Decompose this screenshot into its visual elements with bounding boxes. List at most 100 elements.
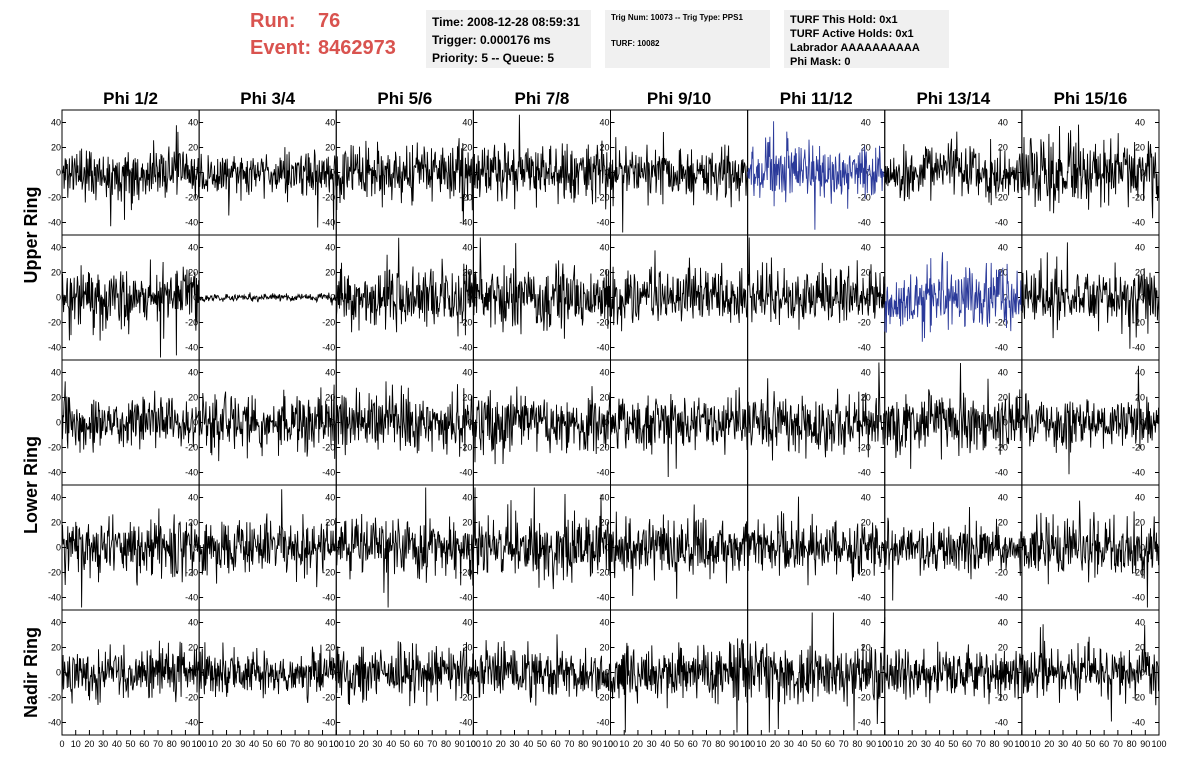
y-tick-label: 40 <box>599 243 609 253</box>
y-tick-label: 20 <box>1135 268 1145 278</box>
column-header: Phi 11/12 <box>780 89 853 108</box>
x-tick-label: 60 <box>414 739 424 749</box>
y-tick-label: -20 <box>858 568 871 578</box>
x-tick-label: 30 <box>372 739 382 749</box>
x-tick-label: 70 <box>1113 739 1123 749</box>
y-tick-label: -20 <box>185 443 198 453</box>
x-tick-label: 30 <box>1058 739 1068 749</box>
x-tick-label: 0 <box>1019 739 1024 749</box>
run-row: Run: 76 <box>250 8 420 35</box>
y-tick-label: -40 <box>48 218 61 228</box>
y-tick-label: 40 <box>998 243 1008 253</box>
y-tick-label: -20 <box>596 568 609 578</box>
y-tick-label: -20 <box>459 318 472 328</box>
x-tick-label: 70 <box>976 739 986 749</box>
y-tick-label: 0 <box>330 668 335 678</box>
y-tick-label: -20 <box>858 193 871 203</box>
y-tick-label: -20 <box>48 318 61 328</box>
x-tick-label: 0 <box>334 739 339 749</box>
x-tick-label: 100 <box>1014 739 1029 749</box>
y-tick-label: -20 <box>1132 443 1145 453</box>
y-tick-label: -40 <box>185 218 198 228</box>
waveform-trace <box>1021 500 1160 608</box>
x-tick-label: 70 <box>701 739 711 749</box>
y-tick-label: -20 <box>596 193 609 203</box>
waveform-trace <box>610 131 749 233</box>
y-tick-label: 40 <box>998 118 1008 128</box>
waveform-trace <box>747 612 886 733</box>
x-tick-label: 90 <box>729 739 739 749</box>
y-tick-label: -20 <box>1132 193 1145 203</box>
y-tick-label: 40 <box>51 118 61 128</box>
x-tick-label: 0 <box>608 739 613 749</box>
y-tick-label: 0 <box>866 418 871 428</box>
x-tick-label: 60 <box>688 739 698 749</box>
x-tick-label: 30 <box>510 739 520 749</box>
y-tick-label: -20 <box>995 193 1008 203</box>
y-tick-label: -20 <box>1132 318 1145 328</box>
waveform-trace <box>610 504 749 599</box>
y-tick-label: -40 <box>596 343 609 353</box>
y-tick-label: 20 <box>998 643 1008 653</box>
waveform-trace <box>472 386 611 465</box>
y-tick-label: 40 <box>188 243 198 253</box>
turf-this-hold: TURF This Hold: 0x1 <box>790 14 898 26</box>
y-tick-label: 0 <box>56 168 61 178</box>
y-tick-label: -40 <box>1132 468 1145 478</box>
y-tick-label: 0 <box>56 668 61 678</box>
y-tick-label: -40 <box>995 218 1008 228</box>
x-tick-label: 100 <box>1151 739 1166 749</box>
y-tick-label: 20 <box>325 393 335 403</box>
y-tick-label: -40 <box>858 468 871 478</box>
row-group-label: Upper Ring <box>21 187 41 284</box>
x-tick-label: 60 <box>276 739 286 749</box>
column-header: Phi 5/6 <box>377 89 432 108</box>
x-tick-label: 20 <box>359 739 369 749</box>
waveform-trace <box>198 147 337 230</box>
y-tick-label: 20 <box>188 643 198 653</box>
event-row: Event: 8462973 <box>250 35 420 62</box>
y-tick-label: 0 <box>1140 668 1145 678</box>
y-tick-label: -40 <box>995 343 1008 353</box>
y-tick-label: -20 <box>459 193 472 203</box>
x-tick-label: 40 <box>249 739 259 749</box>
y-tick-label: 0 <box>193 543 198 553</box>
x-tick-label: 100 <box>740 739 755 749</box>
y-tick-label: -40 <box>995 593 1008 603</box>
x-tick-label: 80 <box>1127 739 1137 749</box>
y-tick-label: 20 <box>51 393 61 403</box>
waveform-trace <box>884 641 1023 705</box>
y-tick-label: 0 <box>56 543 61 553</box>
y-tick-label: 0 <box>467 418 472 428</box>
waveform-trace <box>335 381 474 457</box>
y-tick-label: 20 <box>861 268 871 278</box>
y-tick-label: 40 <box>325 243 335 253</box>
y-tick-label: 20 <box>325 518 335 528</box>
x-tick-label: 60 <box>962 739 972 749</box>
y-tick-label: 0 <box>866 293 871 303</box>
y-tick-label: 40 <box>325 118 335 128</box>
y-tick-label: 40 <box>325 618 335 628</box>
y-tick-label: 40 <box>861 368 871 378</box>
x-tick-label: 10 <box>208 739 218 749</box>
y-tick-label: 0 <box>604 543 609 553</box>
y-tick-label: -40 <box>858 218 871 228</box>
x-tick-label: 70 <box>839 739 849 749</box>
y-tick-label: 20 <box>188 518 198 528</box>
x-tick-label: 30 <box>98 739 108 749</box>
x-tick-label: 10 <box>893 739 903 749</box>
x-tick-label: 40 <box>386 739 396 749</box>
y-tick-label: -40 <box>459 593 472 603</box>
y-tick-label: 40 <box>1135 618 1145 628</box>
x-tick-label: 80 <box>989 739 999 749</box>
y-tick-label: 20 <box>462 518 472 528</box>
y-tick-label: 40 <box>188 368 198 378</box>
y-tick-label: -40 <box>1132 218 1145 228</box>
y-tick-label: -20 <box>995 568 1008 578</box>
y-tick-label: -40 <box>995 718 1008 728</box>
y-tick-label: -20 <box>459 693 472 703</box>
waveform-trace <box>747 237 886 330</box>
y-tick-label: 20 <box>462 268 472 278</box>
y-tick-label: 20 <box>188 393 198 403</box>
x-tick-label: 40 <box>660 739 670 749</box>
